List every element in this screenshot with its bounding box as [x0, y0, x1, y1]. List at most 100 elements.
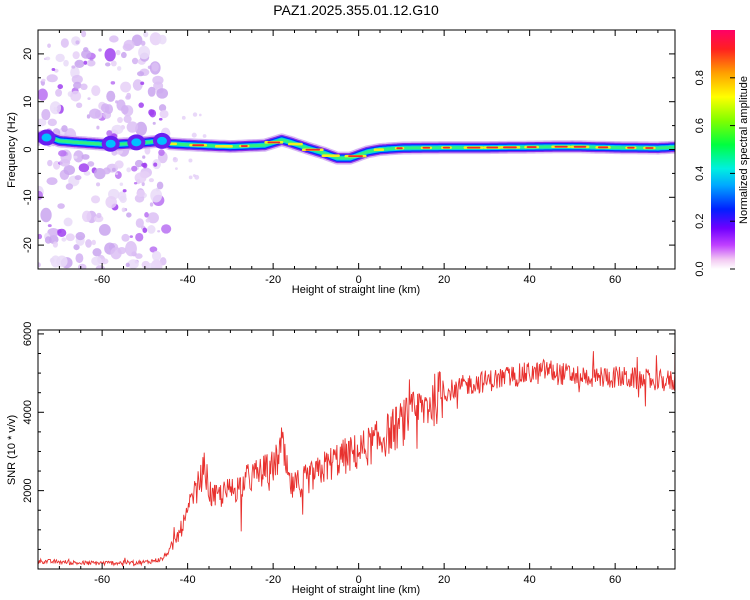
- spectral-speckle: [85, 239, 92, 248]
- spectral-speckle: [142, 227, 148, 233]
- snr-y-axis-label: SNR (10 * v/v): [6, 415, 18, 485]
- spectral-speckle: [81, 30, 87, 38]
- spectral-speckle: [91, 85, 101, 97]
- spectral-speckle: [40, 207, 52, 223]
- spectral-speckle: [132, 79, 143, 91]
- snr-line-group: [38, 330, 675, 567]
- colorbar-tick-label: 0.2: [694, 214, 706, 229]
- spectral-speckle: [120, 81, 132, 93]
- spectral-speckle: [145, 218, 151, 223]
- spectral-speckle: [151, 250, 162, 261]
- spectral-speckle: [140, 40, 146, 46]
- spectral-speckle: [135, 121, 147, 136]
- spectral-speckle: [111, 167, 116, 172]
- spectral-speckle: [96, 125, 100, 130]
- spectral-speckle: [110, 81, 116, 85]
- spectral-speckle: [131, 165, 138, 172]
- spectral-speckle: [121, 233, 130, 242]
- spectral-speckle: [135, 218, 144, 228]
- spectral-speckle: [127, 259, 139, 269]
- spectral-speckle: [96, 212, 102, 219]
- spectral-speckle: [100, 258, 109, 265]
- spectral-speckle: [117, 116, 123, 124]
- spectral-speckle: [135, 253, 143, 259]
- spectral-speckle: [83, 170, 91, 176]
- spectral-speckle: [158, 117, 163, 121]
- spectral-speckle: [138, 45, 151, 60]
- spectral-speckle: [83, 47, 89, 52]
- colorbar-tick-label: 0.0: [694, 261, 706, 276]
- spectral-speckle: [115, 49, 121, 56]
- spectral-speckle: [159, 109, 169, 119]
- spectral-speckle: [114, 171, 122, 179]
- spectral-speckle: [75, 253, 84, 264]
- spectrogram-x-axis-label: Height of straight line (km): [292, 284, 420, 296]
- spectral-speckle: [47, 118, 57, 127]
- spectral-speckle: [91, 256, 102, 266]
- spectral-speckle: [81, 49, 92, 59]
- x-tick-label: -40: [180, 274, 196, 286]
- x-tick-label: 0: [356, 574, 362, 586]
- spectral-speckle: [175, 167, 178, 170]
- colorbar-label: Normalized spectral amplitude: [738, 76, 750, 224]
- y-tick-label: 6000: [22, 322, 34, 346]
- spectral-speckle: [95, 265, 106, 269]
- spectrogram-y-ticks: -20 -10 0 10 20: [22, 29, 675, 270]
- spectral-speckle: [114, 160, 124, 169]
- spectral-speckle: [71, 74, 83, 84]
- x-tick-label: 20: [438, 274, 450, 286]
- spectrogram-y-axis-label: Frequency (Hz): [6, 112, 18, 188]
- spectral-speckle: [149, 202, 154, 207]
- spectral-speckle: [156, 181, 164, 190]
- spectral-speckle: [55, 53, 65, 63]
- spectral-speckle: [156, 88, 169, 99]
- spectral-speckle: [120, 51, 127, 59]
- spectral-speckle: [136, 189, 146, 198]
- spectral-speckle: [142, 155, 146, 159]
- spectral-speckle: [147, 225, 156, 234]
- spectral-speckle: [111, 124, 124, 135]
- spectral-speckle: [148, 178, 154, 183]
- spectrogram-x-ticks: -60 -40 -20 0 20 40 60: [37, 30, 659, 286]
- spectral-speckle: [105, 195, 117, 209]
- snr-x-ticks: -60 -40 -20 0 20 40 60: [37, 330, 659, 586]
- spectral-speckle: [46, 74, 58, 83]
- spectral-speckle: [83, 60, 88, 65]
- spectral-speckle: [106, 90, 116, 102]
- spectral-speckle: [81, 154, 90, 160]
- x-tick-label: 40: [524, 274, 536, 286]
- spectral-speckle: [65, 183, 74, 190]
- spectral-speckle: [153, 162, 158, 167]
- spectral-speckle: [57, 84, 63, 90]
- spectral-speckle: [55, 88, 63, 97]
- spectral-speckle: [141, 181, 145, 187]
- colorbar-tick-label: 0.8: [694, 70, 706, 85]
- spectral-speckle: [58, 150, 67, 157]
- spectral-speckle: [126, 92, 132, 99]
- spectral-speckle: [102, 167, 111, 175]
- spectral-speckle: [122, 189, 127, 193]
- x-tick-label: 40: [524, 574, 536, 586]
- spectral-speckle: [133, 182, 138, 185]
- spectral-speckle: [78, 163, 90, 173]
- spectral-speckle: [144, 212, 149, 218]
- spectral-speckle: [150, 188, 163, 203]
- spectral-speckle: [38, 118, 47, 127]
- spectral-speckle: [73, 244, 80, 251]
- spectral-speckle: [70, 90, 82, 102]
- x-tick-label: -60: [94, 274, 110, 286]
- spectral-speckle: [41, 78, 46, 82]
- spectral-speckle: [45, 56, 51, 61]
- spectral-speckle: [149, 246, 158, 253]
- x-tick-label: 60: [609, 274, 621, 286]
- spectral-speckle: [47, 43, 51, 48]
- spectral-speckle: [93, 168, 106, 180]
- spectral-speckle: [202, 134, 207, 138]
- spectral-speckle: [181, 115, 186, 120]
- spectral-speckle: [146, 263, 156, 269]
- spectral-speckle: [104, 104, 114, 115]
- y-tick-label: 4000: [22, 400, 34, 424]
- snr-x-axis-label: Height of straight line (km): [292, 584, 420, 596]
- spectral-speckle: [53, 107, 58, 111]
- spectral-speckle: [141, 162, 147, 168]
